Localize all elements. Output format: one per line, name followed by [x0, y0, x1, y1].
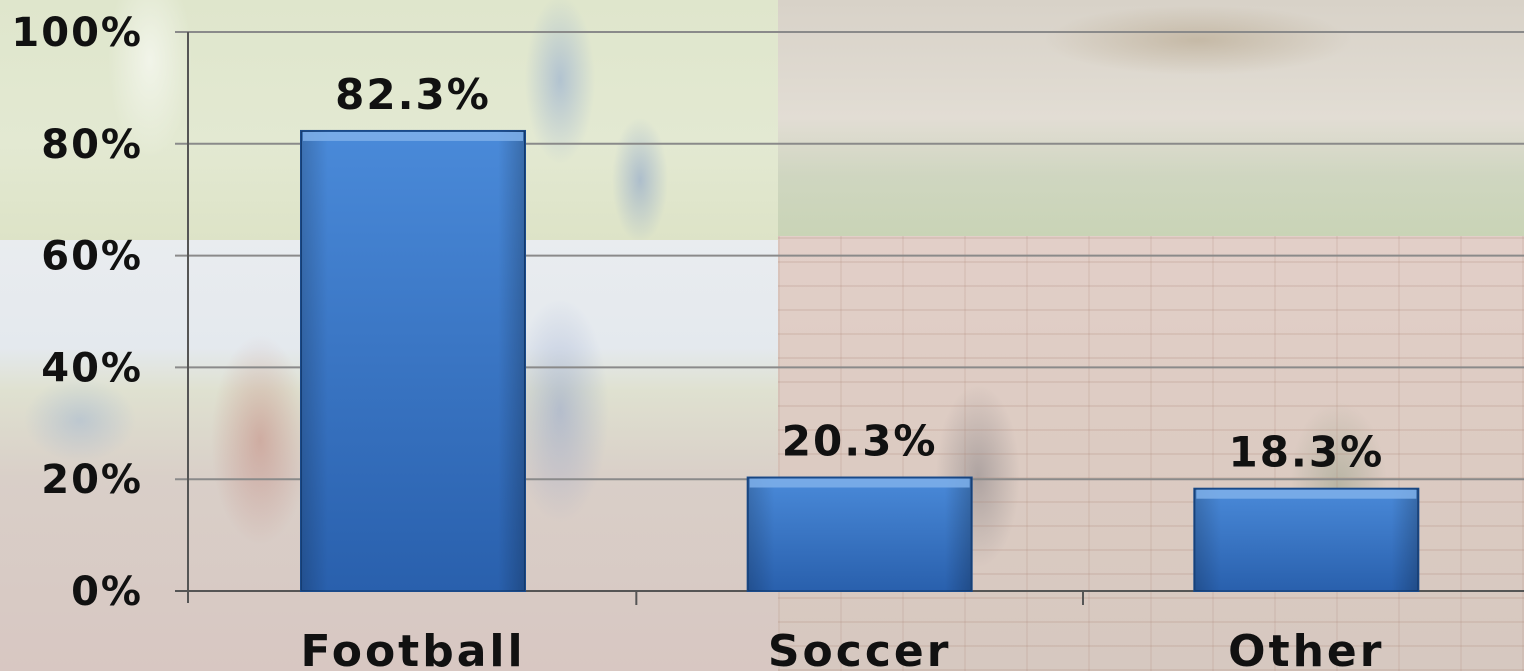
data-label: 82.3%: [335, 70, 491, 119]
bar-shading: [1194, 488, 1419, 591]
bar-top-bevel: [1196, 489, 1417, 499]
x-category-label: Soccer: [768, 626, 952, 671]
y-tick-label: 100%: [11, 10, 143, 56]
y-tick-label: 0%: [71, 569, 143, 615]
data-label: 20.3%: [782, 417, 938, 466]
bars: [300, 129, 1420, 593]
bar-football: [300, 129, 526, 592]
data-label: 18.3%: [1228, 428, 1384, 477]
bar-shading: [747, 477, 972, 591]
bar-soccer: [746, 476, 973, 593]
bar-top-bevel: [303, 131, 523, 141]
bar-top-bevel: [749, 478, 970, 488]
x-category-label: Football: [300, 626, 525, 671]
labels: 0% 20% 40% 60% 80% 100% 82.3% Football 20.3% Socc…: [11, 10, 1384, 671]
y-tick-label: 20%: [41, 457, 143, 503]
axes: [187, 32, 1084, 605]
x-category-label: Other: [1228, 626, 1384, 671]
background-photo-bottom-right: [778, 236, 1524, 671]
y-tick-label: 80%: [41, 122, 143, 168]
bar-other: [1193, 487, 1420, 592]
background-photo-top-right: [778, 0, 1524, 236]
y-tick-label: 40%: [41, 345, 143, 391]
y-tick-label: 60%: [41, 234, 143, 280]
bar-shading: [301, 130, 525, 591]
